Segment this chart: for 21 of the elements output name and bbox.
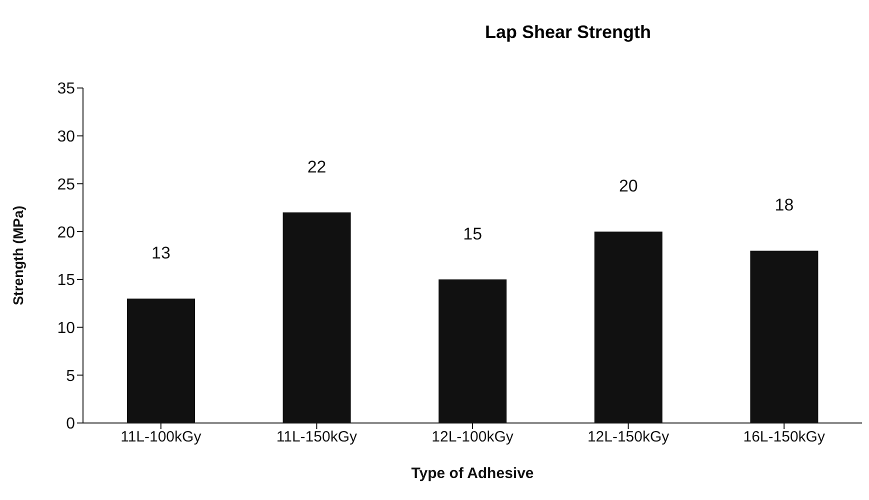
- x-tick-label: 12L-100kGy: [432, 428, 514, 446]
- data-label: 13: [152, 244, 170, 263]
- y-axis-title: Strength (MPa): [10, 206, 26, 306]
- chart-title: Lap Shear Strength: [484, 22, 652, 43]
- y-tick-label: 15: [57, 272, 76, 290]
- x-tick-label: 11L-100kGy: [120, 428, 202, 446]
- y-tick-label: 0: [66, 416, 76, 433]
- data-label: 15: [463, 224, 482, 244]
- data-label: 18: [774, 196, 794, 215]
- y-tick-label: 5: [66, 368, 76, 385]
- x-axis-title: Type of Adhesive: [411, 465, 534, 482]
- x-tick-label: 11L-150kGy: [276, 428, 358, 446]
- y-tick-label: 35: [57, 80, 76, 98]
- y-tick-label: 30: [57, 128, 76, 146]
- x-tick-label: 16L-150kGy: [743, 428, 826, 446]
- data-label: 20: [618, 176, 638, 196]
- y-tick-label: 10: [57, 320, 76, 337]
- y-tick-label: 25: [57, 176, 76, 194]
- x-tick-label: 12L-150kGy: [587, 428, 670, 446]
- y-tick-label: 20: [57, 224, 76, 242]
- data-label: 22: [307, 157, 326, 176]
